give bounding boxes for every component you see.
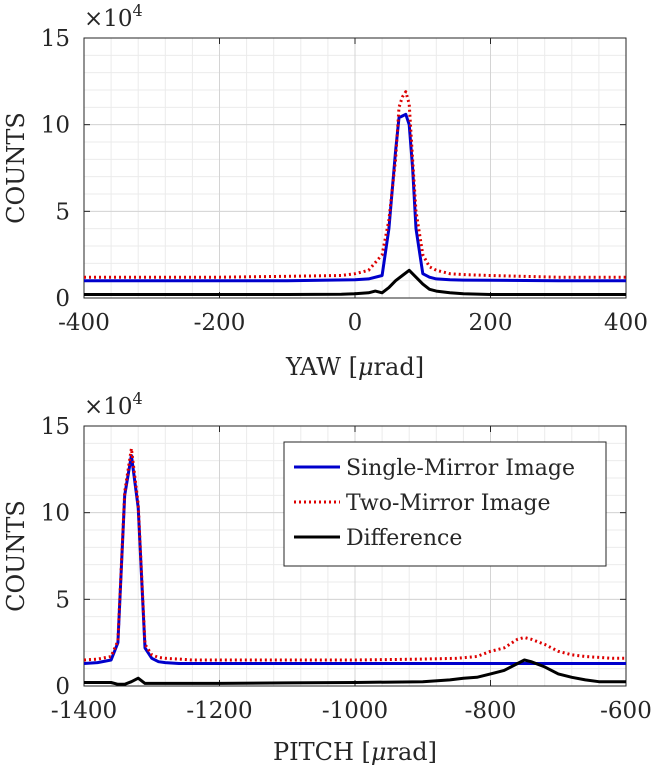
series-line-difference [84,658,626,686]
y-tick-label: 15 [41,414,70,440]
legend-box [283,441,607,567]
y-tick-label: 10 [41,501,70,527]
x-tick-label: -1400 [51,698,117,724]
series-line-two-mirror-image [84,447,626,662]
series-line-single-mirror-image [84,454,626,665]
yaw-panel: -400 -200 0 200 400 0 5 10 15 ×104 YAW [μrad] COUNT… [2,1,648,381]
legend-label: Difference [346,526,462,551]
x-axis-label-unit: rad] [387,738,438,766]
y-tick-label: 5 [55,199,70,225]
x-tick-label: 400 [604,310,648,336]
legend: Single-Mirror Image Two-Mirror Image Diffe… [283,441,607,567]
y-tick-label: 0 [55,674,70,700]
x-axis-label: PITCH [μrad] [273,738,437,766]
x-axis-label-unit: rad] [374,353,425,381]
y-axis-label: COUNTS [2,112,30,224]
x-tick-label: -800 [465,698,517,724]
x-tick-label: 0 [348,310,363,336]
x-axis-label-mu: μ [371,738,387,766]
y-tick-label: 15 [41,26,70,52]
x-axis-label-main: PITCH [ [273,738,371,766]
series-line-difference [84,268,626,296]
y-multiplier: ×104 [84,389,143,420]
y-tick-label: 10 [41,113,70,139]
x-tick-label: -1000 [322,698,388,724]
y-tick-label: 5 [55,587,70,613]
y-axis-label: COUNTS [2,500,30,612]
series-line-single-mirror-image [84,112,626,283]
y-multiplier-exponent: 4 [133,389,143,408]
y-multiplier-exponent: 4 [133,1,143,20]
x-tick-label: -1200 [186,698,252,724]
y-multiplier-base: ×10 [84,6,133,32]
x-tick-label: -400 [58,310,110,336]
y-multiplier-base: ×10 [84,394,133,420]
x-axis-label: YAW [μrad] [285,353,424,381]
legend-label: Single-Mirror Image [346,456,575,481]
x-tick-label: -600 [600,698,652,724]
x-axis-label-mu: μ [358,353,374,381]
x-axis-label-main: YAW [ [285,353,358,381]
legend-label: Two-Mirror Image [346,491,551,516]
pitch-panel: -1400 -1200 -1000 -800 -600 0 5 10 15 ×104 PITCH [… [2,389,652,766]
y-multiplier: ×104 [84,1,143,32]
x-tick-label: 200 [469,310,513,336]
y-tick-label: 0 [55,286,70,312]
x-tick-label: -200 [194,310,246,336]
